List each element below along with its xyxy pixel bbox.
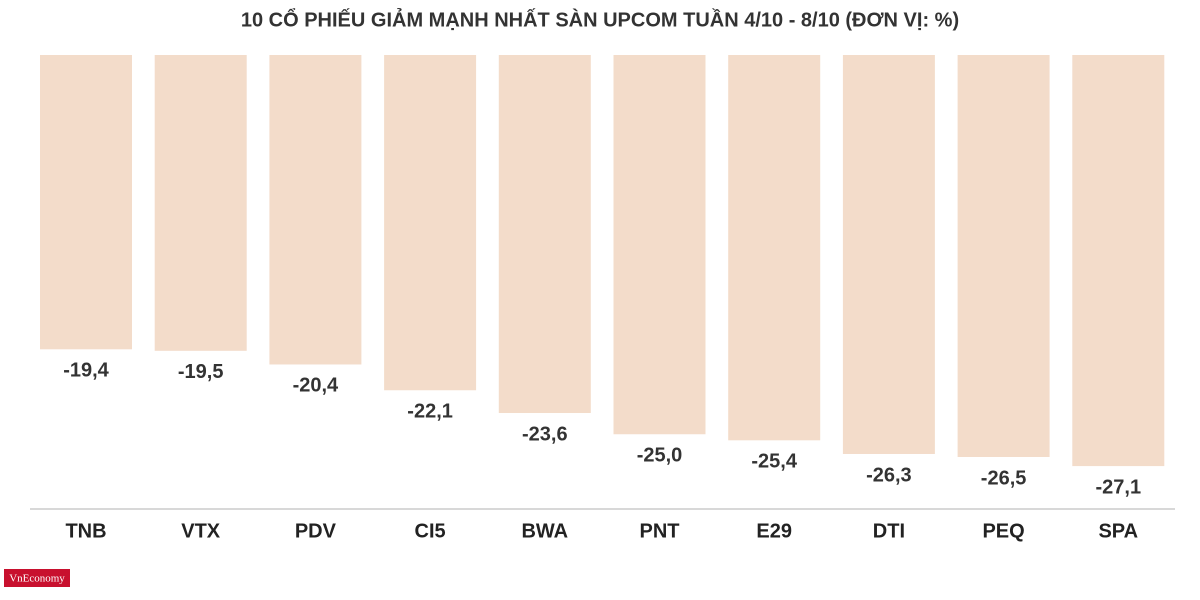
x-tick-label: VTX [181,520,221,542]
x-tick-label: PDV [295,520,337,542]
bar [498,55,591,414]
bar [269,55,362,365]
bar [842,55,935,454]
x-tick-label: DTI [873,520,905,542]
bar [1072,55,1165,467]
value-label: -22,1 [407,401,453,423]
bar [613,55,706,435]
chart-title: 10 CỔ PHIẾU GIẢM MẠNH NHẤT SÀN UPCOM TUẦ… [241,7,959,31]
x-tick-label: CI5 [415,520,446,542]
value-label: -27,1 [1096,476,1142,498]
x-tick-label: E29 [756,520,792,542]
value-label: -26,3 [866,464,912,486]
bar [154,55,247,351]
x-tick-label: PEQ [982,520,1024,542]
bar [384,55,477,391]
x-tick-label: PNT [640,520,680,542]
x-tick-label: BWA [521,520,568,542]
bar [957,55,1050,458]
bar [728,55,821,441]
x-tick-label: TNB [65,520,106,542]
bar [40,55,132,350]
value-label: -25,4 [751,451,797,473]
value-label: -19,4 [63,360,109,382]
value-label: -20,4 [293,375,339,397]
x-tick-label: SPA [1098,520,1138,542]
value-label: -19,5 [178,361,224,383]
value-label: -26,5 [981,467,1027,489]
logo-box [4,569,70,587]
value-label: -23,6 [522,423,568,445]
value-label: -25,0 [637,445,683,467]
logo: VnEconomy [9,573,65,585]
